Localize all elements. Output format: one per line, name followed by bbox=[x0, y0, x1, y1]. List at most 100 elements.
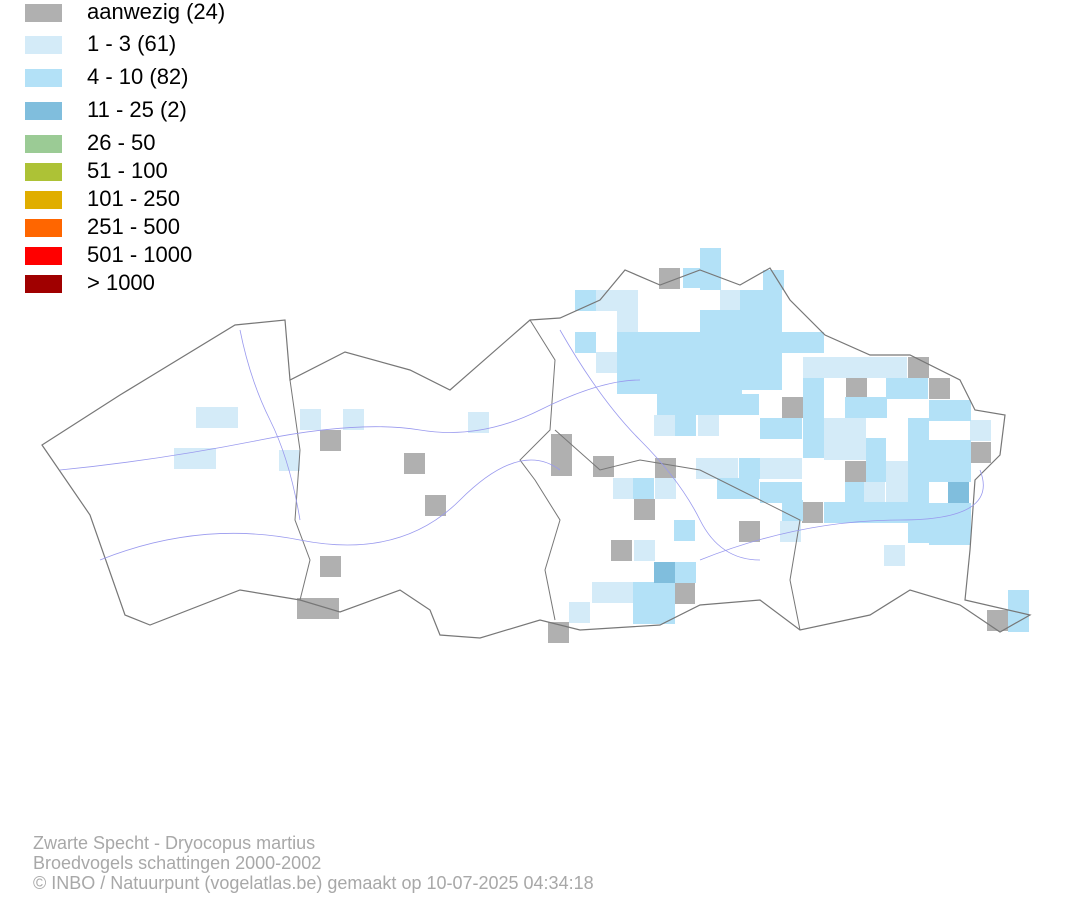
legend-swatch bbox=[25, 191, 62, 209]
grid-cell bbox=[675, 415, 696, 436]
grid-cell bbox=[908, 357, 929, 378]
legend-swatch bbox=[25, 247, 62, 265]
grid-cell bbox=[720, 290, 741, 311]
grid-cell bbox=[970, 420, 991, 441]
grid-cell bbox=[657, 394, 700, 415]
grid-cell bbox=[866, 438, 886, 482]
grid-cell bbox=[803, 378, 824, 458]
grid-cell bbox=[884, 545, 905, 566]
grid-cell bbox=[886, 378, 928, 399]
grid-cell bbox=[970, 442, 991, 463]
grid-cell bbox=[655, 478, 676, 499]
grid-cell bbox=[845, 502, 908, 523]
grid-cell bbox=[948, 482, 969, 503]
legend-label: 4 - 10 (82) bbox=[87, 64, 189, 89]
grid-cell bbox=[613, 478, 634, 499]
grid-cell bbox=[320, 556, 341, 577]
grid-cell bbox=[929, 378, 950, 399]
grid-cell bbox=[846, 377, 867, 398]
footer: Zwarte Specht - Dryocopus martiusBroedvo… bbox=[33, 833, 594, 893]
grid-cell bbox=[908, 418, 929, 543]
legend-swatch bbox=[25, 163, 62, 181]
grid-cell bbox=[548, 622, 569, 643]
grid-cell bbox=[698, 415, 719, 436]
legend-label: 501 - 1000 bbox=[87, 242, 192, 267]
footer-line: Broedvogels schattingen 2000-2002 bbox=[33, 853, 321, 873]
grid-cell bbox=[929, 440, 971, 482]
grid-cell bbox=[929, 503, 971, 545]
grid-cell bbox=[297, 598, 339, 619]
grid-cell bbox=[468, 412, 489, 433]
grid-cell bbox=[575, 290, 596, 311]
grid-cell bbox=[760, 458, 802, 479]
grid-cell bbox=[763, 270, 784, 290]
legend-swatch bbox=[25, 102, 62, 120]
grid-cell bbox=[782, 397, 803, 418]
legend-swatch bbox=[25, 219, 62, 237]
grid-cell bbox=[634, 499, 655, 520]
grid-cell bbox=[782, 500, 803, 521]
grid-cell bbox=[740, 290, 782, 350]
legend-swatch bbox=[25, 36, 62, 54]
legend-label: 11 - 25 (2) bbox=[87, 97, 187, 122]
legend-swatch bbox=[25, 69, 62, 87]
legend-label: > 1000 bbox=[87, 270, 155, 295]
grid-cell bbox=[864, 482, 885, 503]
grid-cell bbox=[696, 458, 738, 479]
grid-cell bbox=[717, 394, 759, 415]
legend-swatch bbox=[25, 135, 62, 153]
legend-label: 251 - 500 bbox=[87, 214, 180, 239]
grid-cell bbox=[824, 502, 845, 523]
rivers bbox=[59, 329, 984, 561]
grid-cell bbox=[654, 562, 675, 583]
grid-cell bbox=[782, 332, 824, 353]
grid-cells bbox=[174, 248, 1029, 643]
grid-cell bbox=[633, 478, 654, 499]
grid-cell bbox=[739, 458, 760, 479]
grid-cell bbox=[780, 521, 801, 542]
grid-cell bbox=[803, 357, 865, 378]
grid-cell bbox=[569, 602, 590, 623]
grid-cell bbox=[592, 582, 634, 603]
grid-cell bbox=[987, 610, 1008, 631]
grid-cell bbox=[404, 453, 425, 474]
grid-cell bbox=[654, 415, 675, 436]
grid-cell bbox=[633, 582, 675, 624]
grid-cell bbox=[596, 352, 617, 373]
grid-cell bbox=[845, 461, 866, 482]
grid-cell bbox=[617, 311, 638, 332]
grid-cell bbox=[739, 521, 760, 542]
grid-cell bbox=[700, 248, 721, 290]
grid-cell bbox=[683, 268, 704, 288]
grid-cell bbox=[760, 418, 802, 439]
grid-cell bbox=[845, 397, 887, 418]
legend: aanwezig (24) 1 - 3 (61) 4 - 10 (82) 11 - 2… bbox=[25, 0, 225, 295]
grid-cell bbox=[596, 290, 638, 311]
legend-label: 101 - 250 bbox=[87, 186, 180, 211]
legend-swatch bbox=[25, 4, 62, 22]
grid-cell bbox=[343, 409, 364, 430]
grid-cell bbox=[674, 583, 695, 604]
legend-swatch bbox=[25, 275, 62, 293]
grid-cell bbox=[634, 540, 655, 561]
grid-cell bbox=[1008, 590, 1029, 632]
legend-label: 26 - 50 bbox=[87, 130, 156, 155]
grid-cell bbox=[611, 540, 632, 561]
legend-label: aanwezig (24) bbox=[87, 0, 225, 24]
grid-cell bbox=[760, 482, 802, 503]
grid-cell bbox=[657, 332, 700, 394]
grid-cell bbox=[617, 332, 657, 394]
grid-cell bbox=[575, 332, 596, 353]
grid-cell bbox=[174, 448, 216, 469]
grid-cell bbox=[740, 350, 782, 390]
grid-cell bbox=[279, 450, 300, 471]
grid-cell bbox=[929, 400, 971, 421]
legend-label: 1 - 3 (61) bbox=[87, 31, 176, 56]
grid-cell bbox=[196, 407, 238, 428]
grid-cell bbox=[675, 562, 696, 583]
grid-cell bbox=[551, 434, 572, 476]
province-borders bbox=[289, 319, 801, 631]
grid-cell bbox=[593, 456, 614, 477]
